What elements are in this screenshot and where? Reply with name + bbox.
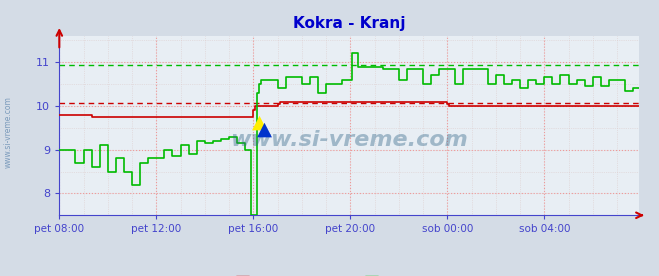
Text: www.si-vreme.com: www.si-vreme.com	[4, 97, 13, 168]
Title: Kokra - Kranj: Kokra - Kranj	[293, 15, 405, 31]
Text: ▲: ▲	[252, 113, 267, 131]
Text: ▲: ▲	[256, 120, 272, 139]
Legend: temperatura [C], pretok [m3/s]: temperatura [C], pretok [m3/s]	[231, 271, 467, 276]
Text: www.si-vreme.com: www.si-vreme.com	[231, 130, 468, 150]
